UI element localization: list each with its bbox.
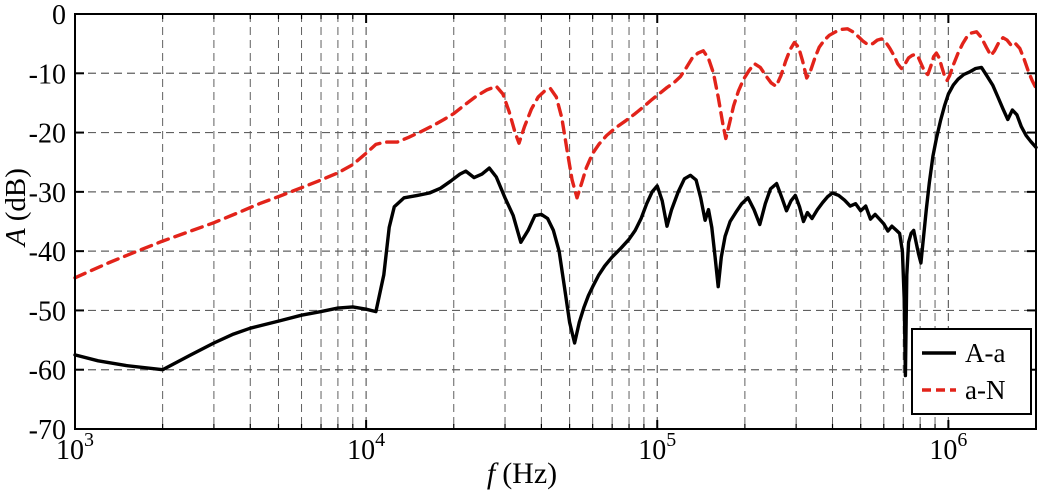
legend-line-sample: [922, 351, 956, 355]
grid-lines: [75, 14, 1036, 429]
y-tick-label: 0: [52, 0, 66, 31]
y-tick-label: -20: [29, 119, 66, 150]
legend-entry-a-N: a-N: [921, 373, 1022, 407]
series-line-a-N: [73, 27, 1038, 280]
y-tick-label: -60: [29, 356, 66, 387]
legend-label: a-N: [965, 375, 1006, 405]
y-tick-label: -50: [29, 296, 66, 327]
x-tick-label: 103: [56, 429, 94, 466]
y-tick-label: -40: [29, 237, 66, 268]
x-axis-variable: f: [486, 457, 496, 490]
axes-box: [74, 13, 1037, 430]
legend-entry-A-a: A-a: [921, 336, 1022, 370]
y-tick-label: -70: [29, 415, 66, 446]
y-axis-label: A (dB): [0, 142, 32, 272]
series-A-a: [73, 65, 1038, 378]
legend-line-sample: [922, 388, 956, 392]
x-tick-label: 104: [347, 429, 385, 466]
y-axis-unit: (dB): [0, 168, 32, 222]
x-tick-label: 106: [929, 429, 967, 466]
series-a-N: [73, 27, 1038, 280]
legend: A-a a-N: [911, 328, 1032, 415]
y-tick-label: -10: [29, 59, 66, 90]
series-line-A-a: [73, 65, 1038, 378]
y-axis-variable: A: [0, 228, 32, 246]
tick-labels: 103 104 105 106 0 -10 -20 -30 -40 -50 -60 -70: [29, 0, 968, 466]
x-axis-unit: (Hz): [502, 457, 558, 490]
x-axis-label: f (Hz): [402, 457, 642, 491]
y-tick-label: -30: [29, 178, 66, 209]
x-tick-label: 105: [638, 429, 676, 466]
legend-label: A-a: [965, 338, 1006, 368]
